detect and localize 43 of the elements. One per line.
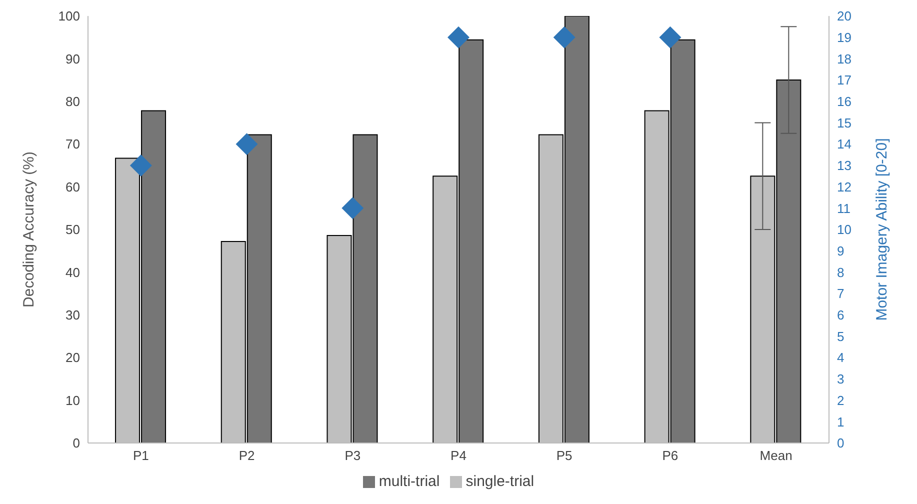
legend-label: multi-trial	[378, 473, 440, 490]
y-tick-label: 100	[58, 8, 80, 24]
y2-tick-label: 13	[837, 158, 852, 174]
x-tick-label: P6	[662, 448, 678, 464]
x-tick-label: P3	[344, 448, 361, 464]
y2-tick-label: 8	[837, 264, 844, 280]
y2-tick-label: 15	[837, 115, 852, 130]
y2-tick-label: 9	[837, 243, 844, 258]
y2-tick-label: 5	[837, 328, 844, 344]
y-axis-title: Decoding Accuracy (%)	[20, 152, 38, 308]
y2-tick-label: 0	[837, 436, 844, 451]
x-tick-label: P4	[450, 448, 466, 464]
y2-tick-label: 17	[837, 72, 852, 88]
y2-tick-label: 14	[837, 136, 852, 152]
y2-tick-label: 7	[837, 286, 844, 302]
y-tick-label: 30	[66, 308, 80, 323]
y2-tick-label: 6	[837, 308, 844, 323]
y2-tick-label: 19	[837, 30, 852, 45]
y2-tick-label: 11	[837, 200, 850, 216]
y-tick-label: 90	[66, 51, 80, 66]
x-tick-label: P1	[132, 448, 149, 464]
x-tick-label: P2	[238, 448, 255, 464]
y2-tick-label: 18	[837, 51, 852, 66]
y2-tick-label: 4	[837, 350, 844, 366]
y-tick-label: 80	[66, 94, 80, 110]
legend-label: single-trial	[466, 473, 534, 490]
y-tick-label: 70	[66, 136, 80, 152]
y-tick-label: 40	[66, 264, 80, 280]
x-tick-label: Mean	[760, 448, 792, 464]
y-tick-label: 60	[66, 179, 80, 194]
y2-tick-label: 20	[837, 8, 852, 24]
y2-tick-label: 1	[837, 414, 844, 430]
y2-tick-label: 16	[837, 94, 852, 110]
y2-tick-label: 2	[837, 392, 844, 408]
y2-axis-title: Motor Imagery Ability [0-20]	[873, 138, 890, 321]
y-tick-label: 50	[66, 222, 80, 238]
y-tick-label: 0	[72, 436, 80, 451]
y-tick-label: 20	[66, 350, 80, 366]
y-tick-label: 10	[66, 392, 80, 408]
y2-tick-label: 12	[837, 179, 852, 194]
y2-tick-label: 3	[837, 372, 844, 387]
y2-tick-label: 10	[837, 222, 852, 238]
x-tick-label: P5	[556, 448, 572, 464]
